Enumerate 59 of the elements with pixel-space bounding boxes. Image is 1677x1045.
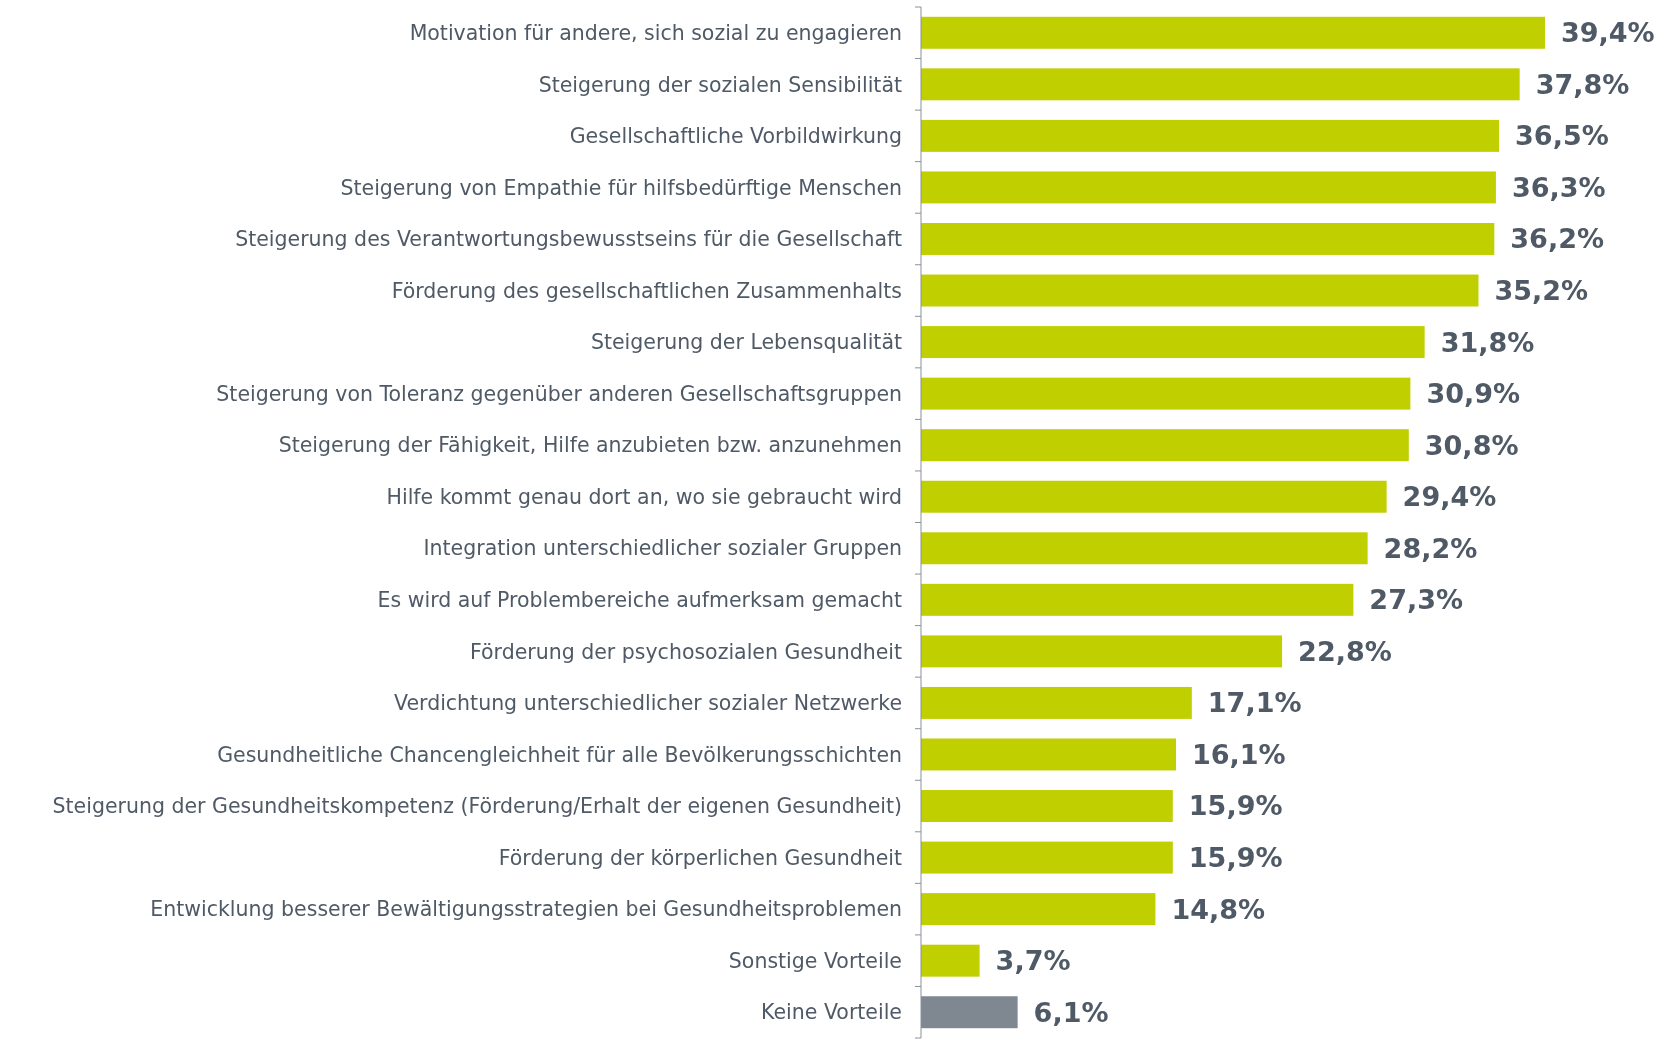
data-label: 15,9%	[1188, 790, 1283, 822]
data-label: 39,4%	[1561, 17, 1655, 49]
y-tick-label: Steigerung von Toleranz gegenüber anderen Gesellschaftsgruppen	[216, 381, 902, 406]
data-label: 16,1%	[1191, 738, 1286, 770]
bar	[921, 532, 1368, 565]
data-label: 15,9%	[1188, 842, 1283, 874]
bar	[921, 16, 1545, 49]
bar	[921, 480, 1387, 513]
y-tick-label: Steigerung der Lebensqualität	[590, 330, 902, 355]
y-tick-label: Es wird auf Problembereiche aufmerksam gemacht	[377, 588, 902, 612]
data-label: 36,2%	[1510, 223, 1604, 255]
y-tick-label: Steigerung der Fähigkeit, Hilfe anzubieten bzw. anzunehmen	[278, 433, 902, 458]
bar	[921, 583, 1354, 616]
data-label: 17,1%	[1207, 687, 1302, 719]
bar	[921, 944, 980, 977]
data-label: 30,8%	[1424, 429, 1519, 461]
y-tick-label: Integration unterschiedlicher sozialer Gruppen	[423, 536, 902, 561]
bar	[921, 171, 1496, 204]
data-label: 22,8%	[1298, 635, 1392, 667]
bar	[921, 686, 1192, 719]
y-tick-label: Hilfe kommt genau dort an, wo sie gebraucht wird	[386, 484, 902, 509]
y-tick-label: Steigerung des Verantwortungsbewusstseins für die Gesellschaft	[235, 227, 902, 252]
bar	[921, 635, 1283, 668]
y-tick-label: Entwicklung besserer Bewältigungsstrategien bei Gesundheitsproblemen	[150, 897, 902, 922]
y-tick-label: Verdichtung unterschiedlicher sozialer Netzwerke	[394, 691, 902, 716]
bar	[921, 274, 1479, 307]
bar	[921, 68, 1520, 101]
data-label: 36,5%	[1515, 120, 1609, 152]
bar	[921, 790, 1173, 823]
bar	[921, 377, 1411, 410]
y-tick-label: Gesellschaftliche Vorbildwirkung	[569, 124, 902, 149]
bar	[921, 841, 1173, 874]
bar	[921, 893, 1156, 926]
bar	[921, 119, 1500, 152]
bar	[921, 326, 1425, 359]
y-tick-label: Steigerung der sozialen Sensibilität	[538, 72, 902, 97]
bar	[921, 738, 1176, 771]
y-tick-label: Gesundheitliche Chancengleichheit für alle Bevölkerungsschichten	[217, 742, 902, 767]
y-tick-label: Sonstige Vorteile	[728, 948, 902, 973]
data-label: 31,8%	[1440, 326, 1535, 358]
y-tick-label: Förderung des gesellschaftlichen Zusammenhalts	[391, 278, 902, 303]
data-label: 36,3%	[1511, 171, 1606, 203]
data-label: 27,3%	[1369, 584, 1464, 616]
data-label: 3,7%	[995, 945, 1071, 977]
y-tick-label: Förderung der psychosozialen Gesundheit	[469, 639, 902, 664]
bar	[921, 429, 1409, 462]
data-label: 30,9%	[1426, 378, 1521, 410]
y-tick-label: Steigerung der Gesundheitskompetenz (Förderung/Erhalt der eigenen Gesundheit)	[52, 794, 902, 819]
data-label: 29,4%	[1402, 481, 1497, 513]
data-label: 28,2%	[1383, 532, 1478, 564]
data-label: 6,1%	[1033, 996, 1109, 1028]
data-label: 35,2%	[1494, 274, 1589, 306]
data-label: 37,8%	[1535, 68, 1630, 100]
bar	[921, 223, 1495, 255]
y-tick-label: Steigerung von Empathie für hilfsbedürftige Menschen	[340, 175, 902, 200]
y-tick-label: Keine Vorteile	[761, 1000, 902, 1025]
y-tick-label: Motivation für andere, sich sozial zu engagieren	[409, 20, 902, 45]
y-tick-label: Förderung der körperlichen Gesundheit	[498, 845, 902, 870]
data-label: 14,8%	[1171, 893, 1266, 925]
